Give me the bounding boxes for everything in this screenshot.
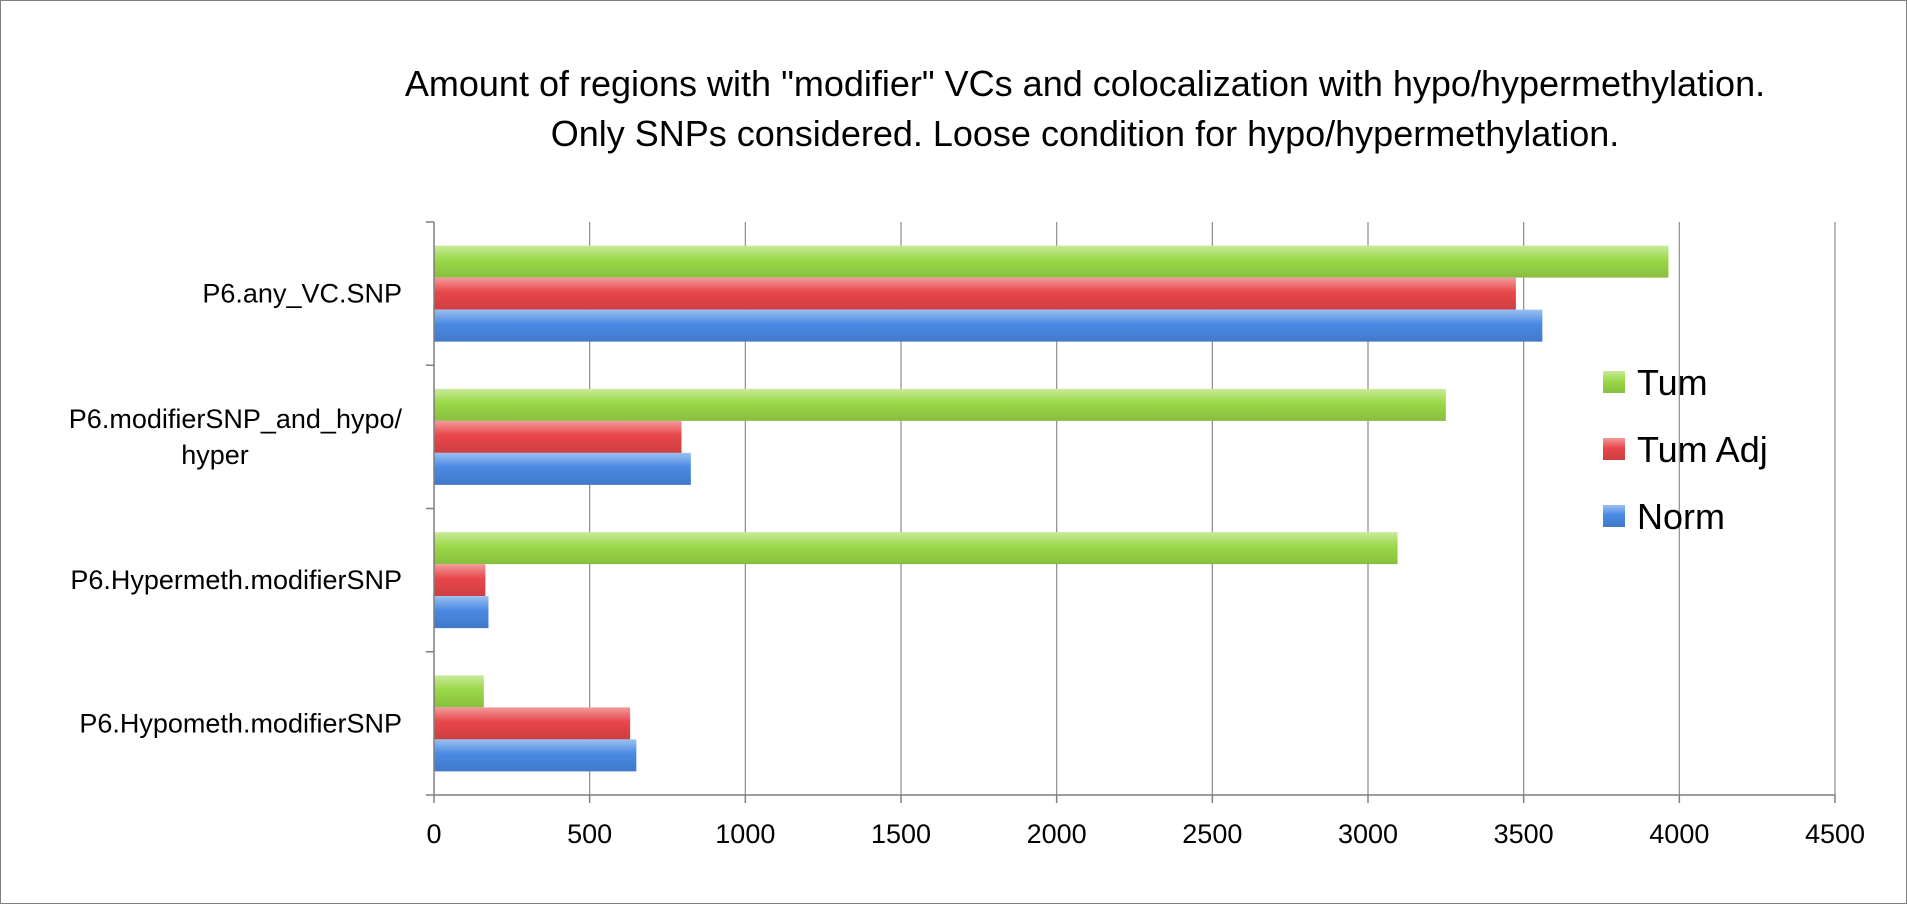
x-tick-label: 1000 [715, 819, 775, 849]
chart-title: Amount of regions with "modifier" VCs an… [405, 63, 1765, 154]
bar-tum-adj-1 [434, 420, 682, 453]
legend-swatch-norm [1603, 505, 1625, 527]
x-tick-label: 2500 [1182, 819, 1242, 849]
bar-tum-3 [434, 675, 484, 708]
x-tick-label: 3000 [1338, 819, 1398, 849]
category-label: hyper [181, 440, 249, 470]
x-tick-label: 4000 [1649, 819, 1709, 849]
legend-swatch-tum-adj [1603, 438, 1625, 460]
bar-norm-0 [434, 309, 1543, 342]
legend-label-tum: Tum [1637, 362, 1708, 403]
legend-label-tum-adj: Tum Adj [1637, 429, 1768, 470]
bar-tum-1 [434, 388, 1446, 421]
legend-label-norm: Norm [1637, 496, 1725, 537]
bar-norm-1 [434, 452, 691, 485]
category-label: P6.Hypometh.modifierSNP [79, 708, 402, 738]
bar-tum-0 [434, 245, 1669, 278]
bar-norm-3 [434, 739, 637, 772]
legend-swatch-tum [1603, 371, 1625, 393]
bar-tum-2 [434, 532, 1398, 565]
category-labels: P6.any_VC.SNP P6.modifierSNP_and_hypo/hyp… [69, 279, 403, 739]
category-label: P6.Hypermeth.modifierSNP [70, 565, 402, 595]
category-label: P6.any_VC.SNP [202, 279, 402, 309]
bar-tum-adj-2 [434, 564, 486, 597]
x-tick-label: 1500 [871, 819, 931, 849]
x-tick-label: 2000 [1027, 819, 1087, 849]
chart-title-line-1: Amount of regions with "modifier" VCs an… [405, 63, 1765, 104]
bar-norm-2 [434, 596, 489, 629]
axes [426, 221, 1836, 803]
bars [434, 245, 1669, 772]
legend: Tum Tum Adj Norm [1603, 362, 1768, 537]
category-label: P6.modifierSNP_and_hypo/ [69, 404, 403, 434]
x-tick-label: 3500 [1494, 819, 1554, 849]
bar-tum-adj-0 [434, 277, 1516, 310]
bar-tum-adj-3 [434, 707, 631, 740]
x-tick-labels: 0 500 1000 1500 2000 2500 3000 3500 4000 4500 [426, 819, 1865, 849]
chart-title-line-2: Only SNPs considered. Loose condition fo… [551, 113, 1620, 154]
x-tick-label: 0 [426, 819, 441, 849]
x-tick-label: 500 [567, 819, 612, 849]
x-tick-label: 4500 [1805, 819, 1865, 849]
